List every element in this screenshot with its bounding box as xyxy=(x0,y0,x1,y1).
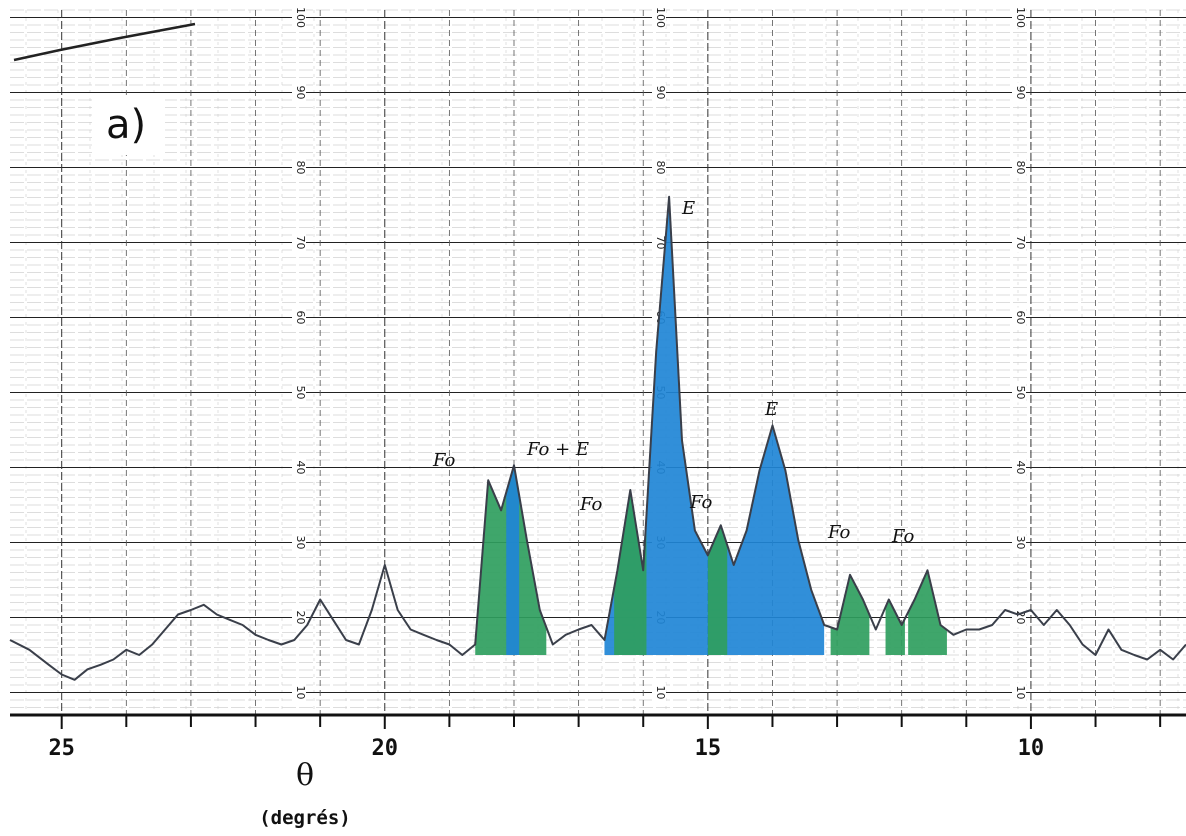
paper-grid: 1010102020203030304040405050506060607070… xyxy=(10,7,1186,715)
shaded-peak xyxy=(908,570,947,655)
label-backdrop xyxy=(292,682,306,703)
label-backdrop xyxy=(292,457,306,478)
label-backdrop xyxy=(292,607,306,628)
y-tick-label: 70 xyxy=(294,236,307,250)
y-tick-label: 70 xyxy=(654,236,667,250)
label-backdrop xyxy=(652,82,666,103)
label-backdrop xyxy=(652,682,666,703)
shaded-peak xyxy=(506,465,520,655)
x-tick-label: 25 xyxy=(48,736,75,761)
y-tick-label: 60 xyxy=(294,311,307,325)
y-tick-label: 30 xyxy=(294,536,307,550)
y-tick-label: 10 xyxy=(294,686,307,700)
y-tick-label: 30 xyxy=(1014,536,1027,550)
label-backdrop xyxy=(1012,457,1026,478)
y-tick-label: 80 xyxy=(294,161,307,175)
label-backdrop xyxy=(652,7,666,28)
x-axis-title: θ xyxy=(296,758,314,793)
peak-annotation: Fo xyxy=(689,492,713,513)
y-tick-label: 40 xyxy=(294,461,307,475)
label-backdrop xyxy=(1012,7,1026,28)
shaded-peak xyxy=(604,196,825,655)
plot: 25 20 15 10 E Fo Fo + E Fo Fo E Fo Fo xyxy=(9,195,1186,761)
y-tick-label: 90 xyxy=(654,86,667,100)
shaded-peak xyxy=(885,599,905,655)
y-tick-label: 70 xyxy=(1014,236,1027,250)
y-tick-label: 20 xyxy=(294,611,307,625)
y-tick-label: 80 xyxy=(654,161,667,175)
label-backdrop xyxy=(1012,232,1026,253)
label-backdrop xyxy=(292,307,306,328)
y-tick-label: 10 xyxy=(654,686,667,700)
shaded-peak xyxy=(707,525,728,655)
y-tick-label: 100 xyxy=(654,7,667,28)
label-backdrop xyxy=(292,532,306,553)
peak-annotation: Fo xyxy=(579,494,603,515)
y-tick-label: 80 xyxy=(1014,161,1027,175)
label-backdrop xyxy=(652,157,666,178)
peak-annotation: Fo xyxy=(891,526,915,547)
x-tick-label: 15 xyxy=(695,736,722,761)
peak-annotation: Fo + E xyxy=(526,439,589,460)
label-backdrop xyxy=(292,382,306,403)
label-backdrop xyxy=(1012,532,1026,553)
label-backdrop xyxy=(292,82,306,103)
trace-line xyxy=(9,195,1186,681)
y-tick-label: 100 xyxy=(294,7,307,28)
label-backdrop xyxy=(1012,307,1026,328)
x-axis-unit: (degrés) xyxy=(259,807,351,829)
peak-annotation: E xyxy=(764,399,778,420)
label-backdrop xyxy=(292,7,306,28)
y-tick-label: 90 xyxy=(1014,86,1027,100)
y-tick-label: 90 xyxy=(294,86,307,100)
label-backdrop xyxy=(652,232,666,253)
peak-annotation: Fo xyxy=(827,522,851,543)
label-backdrop xyxy=(95,95,165,155)
label-backdrop xyxy=(1012,82,1026,103)
shaded-peak xyxy=(614,490,647,655)
y-tick-label: 50 xyxy=(1014,386,1027,400)
pen-stroke xyxy=(13,22,196,62)
y-tick-label: 60 xyxy=(1014,311,1027,325)
label-backdrop xyxy=(1012,682,1026,703)
y-tick-label: 50 xyxy=(294,386,307,400)
x-tick-label: 20 xyxy=(372,736,399,761)
y-tick-label: 100 xyxy=(1014,7,1027,28)
peak-annotation: Fo xyxy=(432,450,456,471)
peak-annotation: E xyxy=(681,198,695,219)
label-backdrop xyxy=(292,232,306,253)
label-backdrop xyxy=(1012,157,1026,178)
y-tick-label: 10 xyxy=(1014,686,1027,700)
x-tick-label: 10 xyxy=(1018,736,1045,761)
shaded-peaks xyxy=(475,196,947,655)
panel-label: a) xyxy=(106,102,146,148)
label-backdrop xyxy=(1012,382,1026,403)
label-backdrop xyxy=(292,157,306,178)
y-tick-label: 40 xyxy=(1014,461,1027,475)
